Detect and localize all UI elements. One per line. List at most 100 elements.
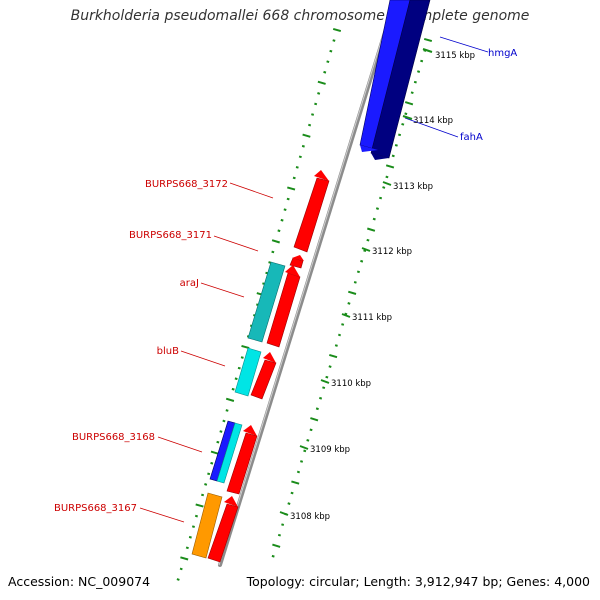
track-tick (307, 123, 312, 127)
tick-label-3115: 3115 kbp (435, 51, 475, 61)
track-tick (301, 144, 305, 148)
track-tick (194, 514, 199, 518)
track-tick (306, 439, 310, 442)
track-tick (277, 533, 282, 537)
track-tick (332, 27, 342, 33)
callout-lines (139, 36, 489, 523)
label-BURPS668_3171: BURPS668_3171 (129, 230, 212, 241)
track-tick (394, 144, 398, 147)
track-tick (295, 166, 299, 169)
track-tick (382, 186, 386, 189)
track-tick (191, 525, 195, 528)
track-tick (281, 523, 285, 526)
track-tick (176, 578, 180, 581)
track-tick (353, 281, 357, 284)
track-tick (287, 186, 296, 191)
track-tick (348, 290, 357, 295)
track-tick (204, 483, 208, 486)
gene-BURPS668_3168-red[interactable] (226, 432, 258, 495)
track-tick (325, 375, 329, 379)
track-tick (334, 344, 338, 347)
track-tick (292, 176, 296, 180)
genome-summary: Topology: circular; Length: 3,912,947 bp… (246, 574, 590, 589)
track-tick (332, 39, 336, 42)
gene-BURPS668_3168-red-head (243, 425, 257, 436)
track-tick (398, 133, 402, 137)
track-tick (317, 92, 321, 95)
track-tick (319, 396, 323, 400)
track-tick (180, 556, 189, 561)
track-tick (385, 164, 395, 169)
label-bluB: bluB (157, 346, 179, 357)
track-tick (314, 102, 318, 106)
gene-BURPS668_3167-red-head (224, 496, 238, 507)
track-tick (317, 80, 326, 85)
track-tick (391, 154, 395, 158)
track-tick (280, 218, 284, 222)
accession-text: Accession: NC_009074 (8, 574, 151, 589)
track-tick (271, 554, 275, 558)
tick-label-3111: 3111 kbp (352, 313, 392, 323)
track-tick (410, 91, 414, 95)
track-tick (315, 407, 319, 411)
label-BURPS668_3168: BURPS668_3168 (72, 432, 155, 443)
track-tick (420, 59, 424, 63)
track-tick (237, 366, 241, 370)
track-tick (290, 491, 294, 495)
track-tick (303, 449, 307, 453)
inner-dotted-track (176, 27, 342, 581)
gene-araJ[interactable] (247, 261, 286, 343)
track-tick (366, 238, 370, 242)
track-tick (309, 428, 313, 432)
track-tick (272, 543, 281, 548)
track-tick (404, 112, 408, 116)
track-tick (328, 365, 332, 368)
gene-bluB-red-head (263, 352, 276, 363)
tick-label-3113: 3113 kbp (393, 182, 433, 192)
label-BURPS668_3172: BURPS668_3172 (145, 179, 228, 190)
track-tick (356, 270, 361, 274)
track-tick (329, 49, 333, 53)
gene-bluB-red[interactable] (250, 359, 277, 400)
track-tick (201, 493, 205, 497)
track-tick (240, 356, 244, 359)
track-tick (231, 387, 235, 391)
track-tick (296, 470, 301, 474)
track-tick (234, 377, 238, 381)
gene-BURPS668_3167-red[interactable] (207, 503, 239, 563)
gene-fahA-arrow (371, 153, 389, 160)
genome-backbone (218, 0, 397, 567)
track-tick (210, 461, 214, 465)
track-tick (413, 80, 417, 84)
track-tick (271, 239, 280, 244)
track-tick (344, 312, 348, 316)
track-tick (329, 353, 338, 359)
genome-backbone-highlight (218, 0, 395, 566)
label-BURPS668_3167: BURPS668_3167 (54, 503, 137, 514)
gene-BURPS668_3172-head (314, 170, 329, 181)
track-tick (179, 567, 183, 571)
track-tick (337, 333, 342, 337)
track-tick (277, 229, 281, 233)
track-tick (360, 259, 364, 263)
tick-label-3114: 3114 kbp (413, 116, 453, 126)
tick-label-3112: 3112 kbp (372, 247, 412, 257)
track-tick (216, 440, 220, 444)
track-tick (302, 133, 311, 138)
track-tick (310, 417, 319, 422)
outer-dotted-track (271, 37, 433, 558)
track-tick (423, 37, 433, 43)
track-tick (404, 101, 414, 106)
track-tick (372, 217, 376, 221)
track-tick (300, 460, 304, 463)
track-tick (326, 60, 330, 64)
gene-BURPS668_3167[interactable] (191, 492, 223, 559)
gene-BURPS668_3172[interactable] (293, 177, 330, 253)
label-hmgA: hmgA (488, 48, 517, 59)
track-tick (323, 70, 327, 74)
track-tick (291, 480, 300, 485)
gene-hmgA-arrow (360, 145, 378, 152)
label-fahA: fahA (460, 132, 483, 143)
gene-bluB[interactable] (234, 347, 262, 397)
track-tick (225, 409, 229, 412)
